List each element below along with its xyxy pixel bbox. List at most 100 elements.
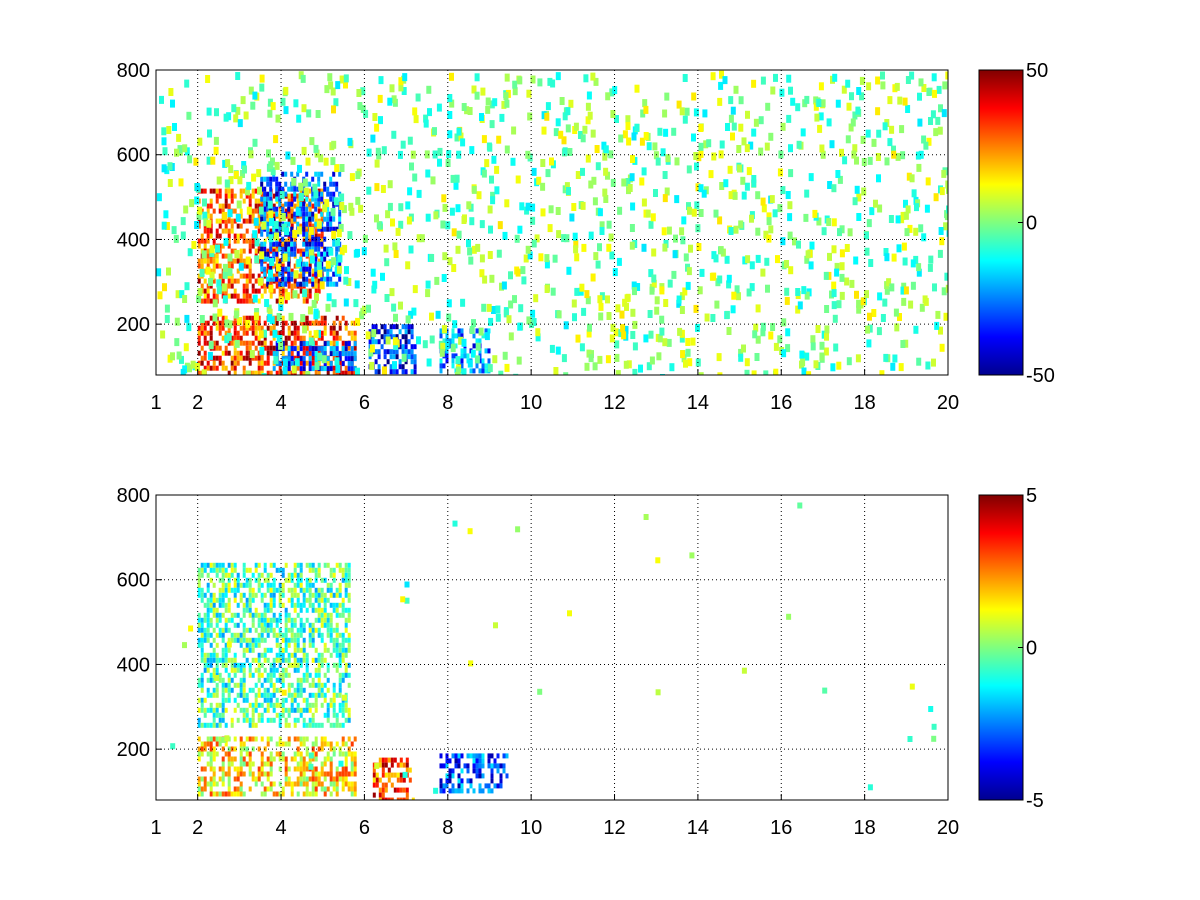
heatmap-cell xyxy=(445,778,449,784)
heatmap-cell xyxy=(575,171,581,179)
heatmap-cell xyxy=(281,652,285,658)
heatmap-cell xyxy=(799,350,805,359)
heatmap-cell xyxy=(390,782,394,788)
heatmap-cell xyxy=(410,344,414,350)
heatmap-cell xyxy=(242,263,246,269)
top-heatmap-cells xyxy=(156,70,948,375)
heatmap-cell xyxy=(263,246,267,252)
heatmap-cell xyxy=(374,762,380,769)
heatmap-cell xyxy=(200,360,204,366)
heatmap-cell xyxy=(502,753,506,759)
heatmap-cell xyxy=(335,771,339,777)
heatmap-cell xyxy=(631,281,637,290)
heatmap-cell xyxy=(242,717,246,723)
heatmap-cell xyxy=(212,736,216,742)
heatmap-cell xyxy=(460,328,464,334)
heatmap-cell xyxy=(311,273,315,279)
heatmap-cell xyxy=(224,365,228,371)
heatmap-cell xyxy=(854,290,859,299)
heatmap-cell xyxy=(335,627,339,633)
heatmap-cell xyxy=(309,137,315,146)
heatmap-cell xyxy=(293,278,297,284)
heatmap-cell xyxy=(179,355,184,364)
heatmap-cell xyxy=(245,746,249,752)
heatmap-cell xyxy=(393,250,399,258)
heatmap-cell xyxy=(337,254,343,263)
heatmap-cell xyxy=(471,319,476,328)
heatmap-cell xyxy=(928,117,933,125)
heatmap-cell xyxy=(338,657,342,663)
heatmap-cell xyxy=(254,682,258,688)
heatmap-cell xyxy=(251,340,255,346)
heatmap-cell xyxy=(230,612,234,618)
heatmap-cell xyxy=(317,677,321,683)
heatmap-cell xyxy=(598,302,604,311)
heatmap-cell xyxy=(287,346,291,352)
heatmap-cell xyxy=(162,147,168,156)
heatmap-cell xyxy=(332,682,336,688)
heatmap-cell xyxy=(311,637,315,643)
heatmap-cell xyxy=(339,75,345,84)
heatmap-cell xyxy=(661,227,667,236)
heatmap-cell xyxy=(517,322,523,331)
heatmap-cell xyxy=(239,692,243,698)
heatmap-cell xyxy=(263,567,267,573)
heatmap-cell xyxy=(329,221,333,227)
heatmap-cell xyxy=(530,216,536,225)
heatmap-cell xyxy=(275,346,279,352)
heatmap-cell xyxy=(530,75,536,84)
heatmap-cell xyxy=(332,226,336,232)
heatmap-cell xyxy=(378,787,382,793)
heatmap-cell xyxy=(290,293,294,299)
heatmap-cell xyxy=(826,271,832,280)
heatmap-cell xyxy=(563,372,569,375)
heatmap-cell xyxy=(278,365,282,371)
heatmap-cell xyxy=(278,231,282,237)
heatmap-cell xyxy=(254,208,258,214)
heatmap-cell xyxy=(257,218,261,224)
heatmap-cell xyxy=(308,642,312,648)
heatmap-cell xyxy=(334,357,340,366)
heatmap-cell xyxy=(579,283,585,292)
heatmap-cell xyxy=(281,697,285,703)
heatmap-cell xyxy=(501,100,507,109)
heatmap-cell xyxy=(212,766,216,772)
heatmap-cell xyxy=(887,138,893,147)
heatmap-cell xyxy=(227,209,233,218)
heatmap-cell xyxy=(272,672,276,678)
heatmap-cell xyxy=(485,105,491,114)
heatmap-cell xyxy=(201,369,207,375)
heatmap-cell xyxy=(603,195,609,203)
heatmap-cell xyxy=(251,218,255,224)
heatmap-cell xyxy=(263,201,267,207)
heatmap-cell xyxy=(305,360,309,366)
heatmap-cell xyxy=(338,632,342,638)
heatmap-cell xyxy=(643,105,649,114)
heatmap-cell xyxy=(460,358,464,364)
heatmap-cell xyxy=(416,189,422,198)
heatmap-cell xyxy=(317,191,321,197)
heatmap-cell xyxy=(823,271,829,280)
heatmap-cell xyxy=(439,783,443,789)
heatmap-cell xyxy=(221,652,225,658)
heatmap-cell xyxy=(344,325,348,331)
heatmap-cell xyxy=(160,330,166,339)
heatmap-cell xyxy=(353,781,357,787)
heatmap-cell xyxy=(329,756,333,762)
heatmap-cell xyxy=(398,301,403,310)
heatmap-cell xyxy=(689,552,695,559)
heatmap-cell xyxy=(684,107,690,116)
heatmap-cell xyxy=(329,612,333,618)
heatmap-cell xyxy=(302,206,306,212)
heatmap-cell xyxy=(263,746,267,752)
heatmap-cell xyxy=(383,349,387,355)
heatmap-cell xyxy=(460,333,464,339)
heatmap-cell xyxy=(267,109,273,118)
heatmap-cell xyxy=(248,218,252,224)
heatmap-cell xyxy=(212,188,216,194)
heatmap-cell xyxy=(344,587,348,593)
heatmap-cell xyxy=(209,233,213,239)
heatmap-cell xyxy=(254,325,258,331)
heatmap-cell xyxy=(275,587,279,593)
heatmap-cell xyxy=(377,329,381,335)
